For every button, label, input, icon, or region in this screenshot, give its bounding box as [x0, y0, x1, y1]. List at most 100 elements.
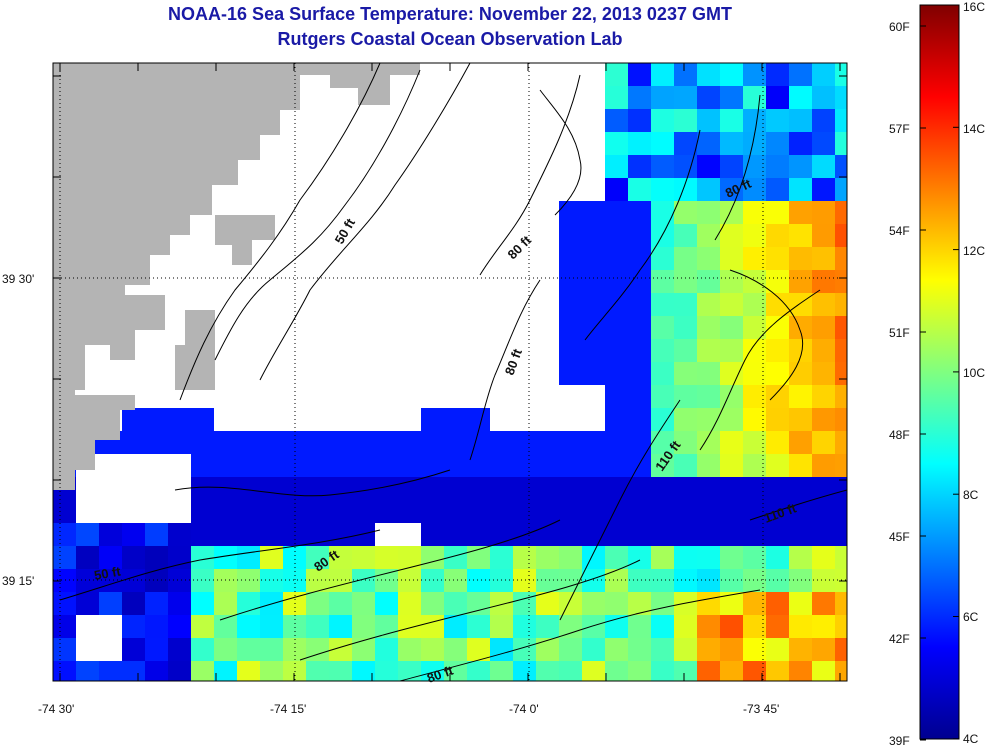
- colorbar: [919, 4, 960, 740]
- sst-pixel: [789, 454, 812, 477]
- sst-pixel: [628, 86, 651, 109]
- contour-label: 50 ft: [93, 563, 123, 583]
- sst-pixel: [398, 615, 421, 638]
- sst-pixel: [766, 615, 789, 638]
- colorbar-fahrenheit-labels: 60F 57F 54F 51F 48F 45F 42F 39F: [889, 20, 910, 748]
- sst-pixel: [421, 569, 444, 592]
- sst-pixel: [145, 408, 168, 431]
- sst-pixel: [536, 592, 559, 615]
- sst-pixel: [720, 661, 743, 681]
- sst-pixel: [283, 615, 306, 638]
- sst-pixel: [789, 592, 812, 615]
- sst-pixel: [306, 477, 329, 500]
- sst-pixel: [789, 316, 812, 339]
- sst-pixel: [651, 132, 674, 155]
- sst-pixel: [375, 454, 398, 477]
- sst-pixel: [651, 362, 674, 385]
- bathymetry-contours: [59, 63, 847, 681]
- sst-pixel: [352, 454, 375, 477]
- sst-pixel: [812, 63, 835, 86]
- sst-pixel: [53, 569, 76, 592]
- sst-pixel: [260, 454, 283, 477]
- sst-pixel: [651, 247, 674, 270]
- sst-pixel: [835, 270, 847, 293]
- sst-pixel: [214, 500, 237, 523]
- sst-pixel: [651, 523, 674, 546]
- sst-pixel: [628, 178, 651, 201]
- sst-pixel: [283, 454, 306, 477]
- sst-pixel: [605, 178, 628, 201]
- sst-pixel: [536, 661, 559, 681]
- sst-pixel: [559, 247, 582, 270]
- sst-pixel: [53, 638, 76, 661]
- sst-pixel: [743, 224, 766, 247]
- sst-pixel: [375, 431, 398, 454]
- sst-pixel: [697, 454, 720, 477]
- contour-line: [214, 69, 421, 361]
- sst-pixel: [766, 86, 789, 109]
- sst-pixel: [720, 362, 743, 385]
- sst-pixel: [283, 477, 306, 500]
- sst-pixel: [674, 86, 697, 109]
- sst-pixel: [720, 132, 743, 155]
- sst-pixel: [835, 224, 847, 247]
- sst-pixel: [835, 546, 847, 569]
- sst-pixel: [260, 638, 283, 661]
- sst-pixel: [628, 431, 651, 454]
- sst-pixel: [53, 500, 76, 523]
- sst-pixel: [559, 569, 582, 592]
- sst-pixel: [513, 477, 536, 500]
- sst-pixel: [720, 247, 743, 270]
- sst-pixel: [582, 661, 605, 681]
- longitude-labels: -74 30' -74 15' -74 0' -73 45': [38, 702, 779, 716]
- sst-pixel: [306, 523, 329, 546]
- sst-pixel: [812, 270, 835, 293]
- colorbar-f-label: 39F: [889, 734, 910, 748]
- sst-pixel: [444, 569, 467, 592]
- sst-pixel: [605, 316, 628, 339]
- sst-pixel: [490, 477, 513, 500]
- sst-pixel: [168, 408, 191, 431]
- sst-pixel: [76, 592, 99, 615]
- sst-pixel: [214, 546, 237, 569]
- sst-pixel: [421, 615, 444, 638]
- lon-label: -74 0': [509, 702, 539, 716]
- sst-pixel: [237, 523, 260, 546]
- sst-pixel: [743, 63, 766, 86]
- sst-pixel: [651, 316, 674, 339]
- sst-pixel: [789, 247, 812, 270]
- sst-pixel: [53, 615, 76, 638]
- contour-line: [59, 529, 381, 601]
- sst-pixel: [812, 362, 835, 385]
- sst-pixel: [628, 247, 651, 270]
- sst-pixel: [789, 661, 812, 681]
- sst-pixel: [168, 431, 191, 454]
- sst-pixel: [720, 201, 743, 224]
- sst-pixel: [789, 155, 812, 178]
- sst-pixel: [605, 362, 628, 385]
- sst-pixel: [789, 339, 812, 362]
- sst-pixel: [145, 569, 168, 592]
- sst-pixel: [329, 454, 352, 477]
- sst-pixel: [76, 546, 99, 569]
- sst-pixel: [720, 615, 743, 638]
- sst-pixel: [605, 385, 628, 408]
- lat-label: 39 30': [2, 272, 34, 286]
- sst-pixel: [651, 293, 674, 316]
- sst-pixel: [582, 224, 605, 247]
- sst-pixel: [651, 569, 674, 592]
- sst-pixel: [743, 500, 766, 523]
- map-title: NOAA-16 Sea Surface Temperature: Novembe…: [168, 4, 732, 24]
- sst-pixel: [559, 638, 582, 661]
- contour-line: [729, 269, 804, 401]
- sst-pixel: [743, 270, 766, 293]
- sst-pixel: [513, 638, 536, 661]
- sst-pixel: [697, 316, 720, 339]
- sst-pixel: [375, 569, 398, 592]
- sst-pixel: [352, 615, 375, 638]
- sst-pixel: [628, 408, 651, 431]
- sst-pixel: [766, 362, 789, 385]
- sst-pixel: [329, 615, 352, 638]
- sst-pixel: [789, 132, 812, 155]
- sst-pixel: [674, 339, 697, 362]
